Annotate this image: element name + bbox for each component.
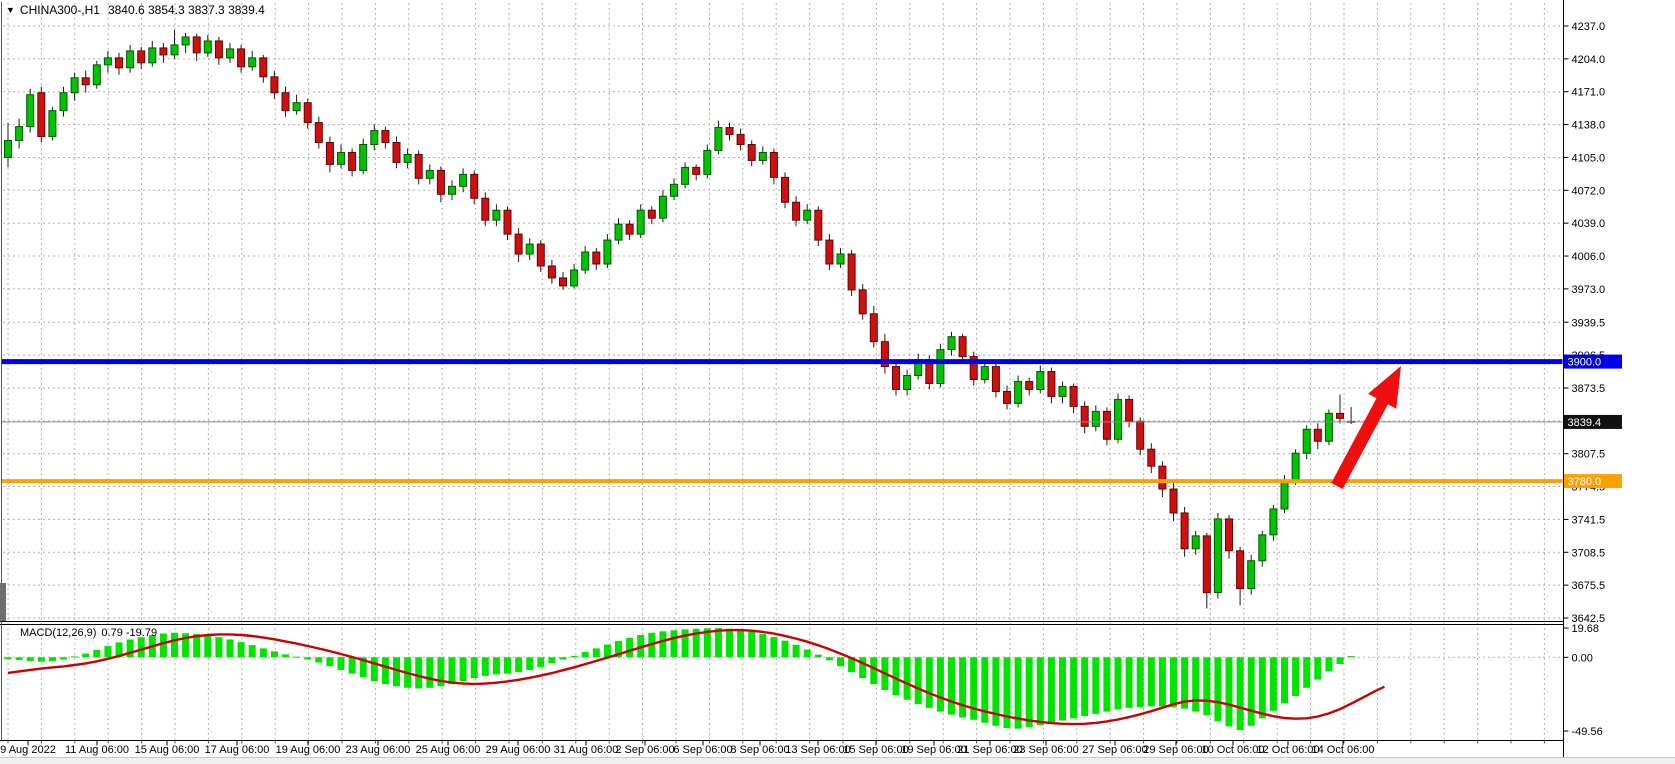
svg-text:4006.0: 4006.0 xyxy=(1572,251,1606,263)
svg-text:15 Aug 06:00: 15 Aug 06:00 xyxy=(135,744,200,756)
macd-histogram xyxy=(4,628,1355,730)
symbol-dropdown-icon[interactable]: ▼ xyxy=(6,5,15,15)
price-tag-support-3780 xyxy=(1564,474,1622,489)
price-tags: 3900.0 3780.0 3839.4 xyxy=(1564,354,1622,489)
macd-name: MACD(12,26,9) xyxy=(20,627,97,639)
svg-text:23 Sep 06:00: 23 Sep 06:00 xyxy=(1013,744,1078,756)
svg-text:2 Sep 06:00: 2 Sep 06:00 xyxy=(615,744,674,756)
svg-text:3973.0: 3973.0 xyxy=(1572,284,1606,296)
svg-text:4237.0: 4237.0 xyxy=(1572,21,1606,33)
chart-title: ▼ CHINA300-,H1 3840.6 3854.3 3837.3 3839.4 xyxy=(6,3,265,17)
left-edge-widget xyxy=(0,583,6,621)
time-axis[interactable] xyxy=(0,741,1563,757)
svg-text:4138.0: 4138.0 xyxy=(1572,120,1606,132)
svg-text:23 Aug 06:00: 23 Aug 06:00 xyxy=(346,744,411,756)
time-scale-labels: 9 Aug 2022 11 Aug 06:00 15 Aug 06:00 17 Aug… xyxy=(0,740,1545,756)
price-tag-resistance-3900 xyxy=(1564,354,1622,369)
svg-text:4039.0: 4039.0 xyxy=(1572,218,1606,230)
symbol-period-label: CHINA300-,H1 xyxy=(19,3,100,17)
svg-text:25 Aug 06:00: 25 Aug 06:00 xyxy=(416,744,481,756)
svg-text:29 Sep 06:00: 29 Sep 06:00 xyxy=(1143,744,1208,756)
svg-text:4072.0: 4072.0 xyxy=(1572,185,1606,197)
svg-text:6 Sep 06:00: 6 Sep 06:00 xyxy=(673,744,732,756)
svg-text:3839.4: 3839.4 xyxy=(1568,417,1602,429)
svg-text:11 Aug 06:00: 11 Aug 06:00 xyxy=(65,744,129,756)
ohlc-quote: 3840.6 3854.3 3837.3 3839.4 xyxy=(107,3,265,17)
svg-text:3708.5: 3708.5 xyxy=(1572,547,1606,559)
svg-text:4171.0: 4171.0 xyxy=(1572,87,1606,99)
macd-signal-line xyxy=(7,628,1385,726)
svg-text:3642.5: 3642.5 xyxy=(1572,613,1606,625)
svg-text:14 Oct 06:00: 14 Oct 06:00 xyxy=(1312,744,1375,756)
svg-text:19 Sep 06:00: 19 Sep 06:00 xyxy=(901,744,966,756)
svg-text:10 Oct 06:00: 10 Oct 06:00 xyxy=(1202,744,1265,756)
price-axis[interactable] xyxy=(1564,0,1675,740)
candles-layer xyxy=(4,29,1356,609)
svg-text:3873.5: 3873.5 xyxy=(1572,383,1606,395)
svg-text:4105.0: 4105.0 xyxy=(1572,152,1606,164)
svg-text:3780.0: 3780.0 xyxy=(1568,476,1602,488)
price-scale-labels: 4237.0 4204.0 4171.0 4138.0 4105.0 4072.0 4039… xyxy=(1563,21,1606,738)
macd-values: 0.79 -19.79 xyxy=(101,627,158,639)
svg-text:8 Sep 06:00: 8 Sep 06:00 xyxy=(730,744,789,756)
svg-text:0.00: 0.00 xyxy=(1572,652,1593,664)
grid-layer xyxy=(3,3,1563,740)
svg-text:31 Aug 06:00: 31 Aug 06:00 xyxy=(554,744,619,756)
svg-text:3675.5: 3675.5 xyxy=(1572,580,1606,592)
svg-text:9 Aug 2022: 9 Aug 2022 xyxy=(0,744,56,756)
trend-arrow-annotation[interactable] xyxy=(1331,366,1401,490)
svg-text:3900.0: 3900.0 xyxy=(1568,357,1602,369)
svg-text:3807.5: 3807.5 xyxy=(1572,449,1606,461)
svg-text:17 Aug 06:00: 17 Aug 06:00 xyxy=(205,744,270,756)
svg-text:12 Oct 06:00: 12 Oct 06:00 xyxy=(1257,744,1320,756)
svg-text:19 Aug 06:00: 19 Aug 06:00 xyxy=(276,744,341,756)
svg-text:3939.5: 3939.5 xyxy=(1572,317,1606,329)
price-tag-current-price xyxy=(1564,414,1622,429)
svg-text:13 Sep 06:00: 13 Sep 06:00 xyxy=(785,744,850,756)
svg-text:27 Sep 06:00: 27 Sep 06:00 xyxy=(1082,744,1147,756)
svg-text:3741.5: 3741.5 xyxy=(1572,514,1606,526)
svg-text:15 Sep 06:00: 15 Sep 06:00 xyxy=(843,744,908,756)
svg-text:21 Sep 06:00: 21 Sep 06:00 xyxy=(957,744,1022,756)
window-bottom-strip xyxy=(0,757,1675,764)
svg-text:4204.0: 4204.0 xyxy=(1572,54,1606,66)
svg-text:29 Aug 06:00: 29 Aug 06:00 xyxy=(486,744,551,756)
svg-text:-49.56: -49.56 xyxy=(1572,726,1603,738)
svg-text:19.68: 19.68 xyxy=(1572,623,1600,635)
macd-indicator-label: MACD(12,26,9) 0.79 -19.79 xyxy=(20,627,162,639)
